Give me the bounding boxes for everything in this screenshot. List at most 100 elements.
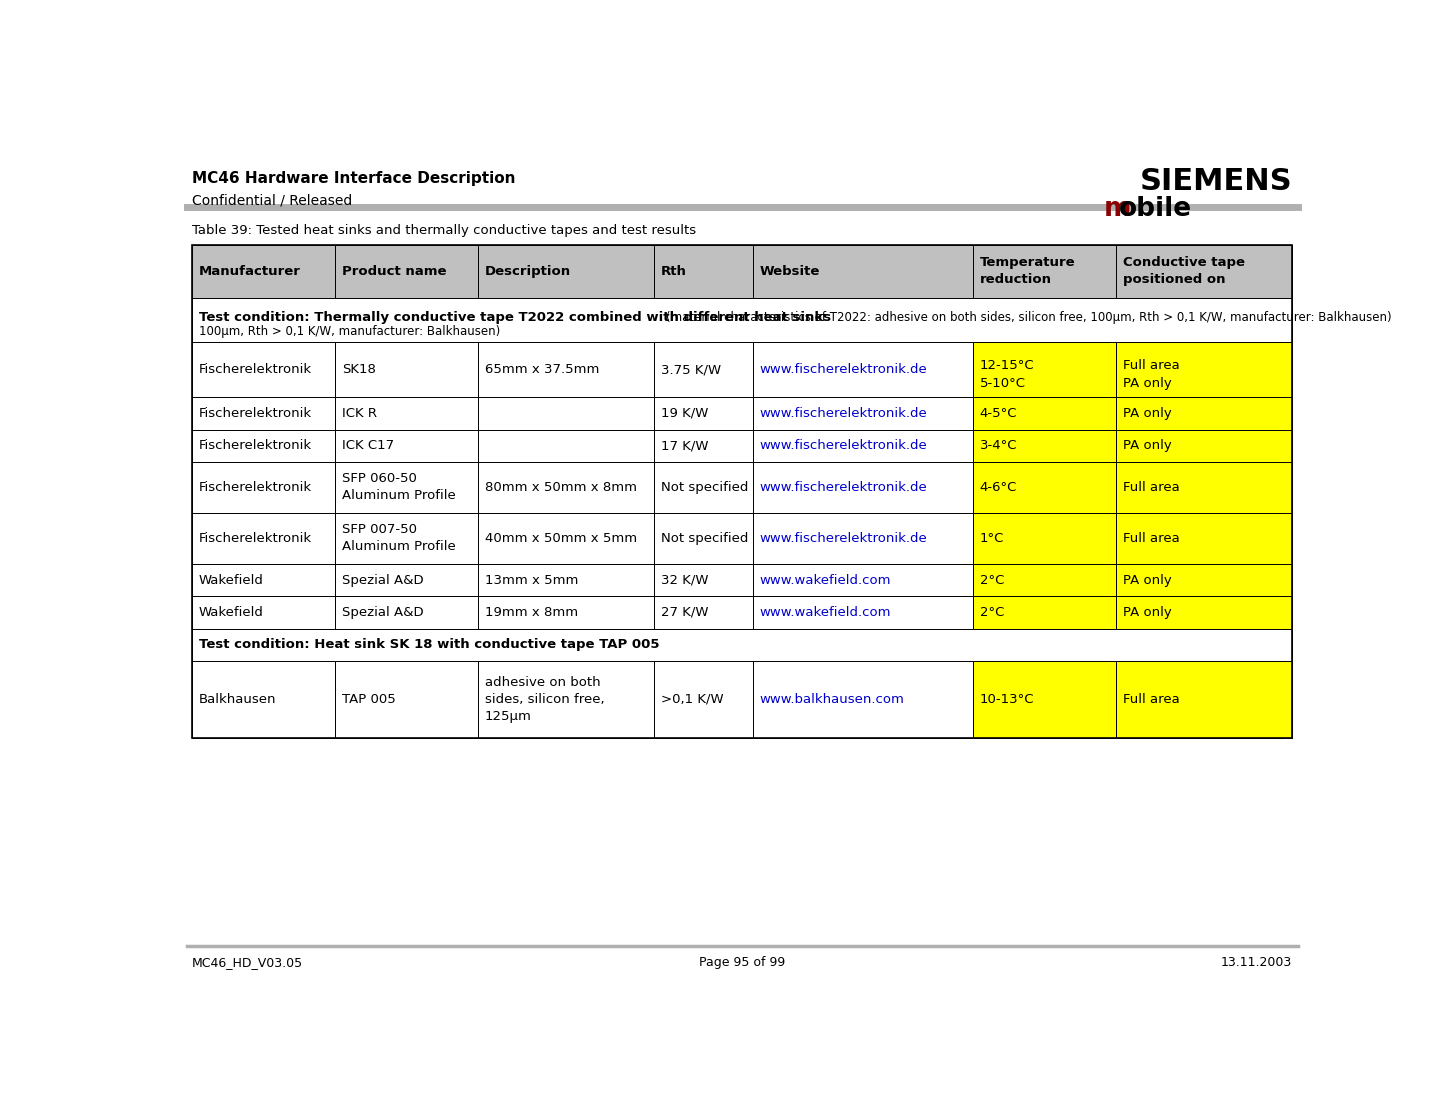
FancyBboxPatch shape	[753, 661, 973, 737]
FancyBboxPatch shape	[753, 564, 973, 597]
Text: Confidential / Released: Confidential / Released	[193, 193, 352, 207]
FancyBboxPatch shape	[334, 245, 478, 297]
Text: obile: obile	[1119, 197, 1192, 222]
FancyBboxPatch shape	[334, 597, 478, 629]
Text: Test condition: Thermally conductive tape T2022 combined with different heat sin: Test condition: Thermally conductive tap…	[198, 311, 831, 324]
FancyBboxPatch shape	[1116, 564, 1292, 597]
Text: Wakefield: Wakefield	[198, 606, 264, 619]
Text: adhesive on both
sides, silicon free,
125μm: adhesive on both sides, silicon free, 12…	[485, 676, 604, 723]
FancyBboxPatch shape	[478, 513, 654, 564]
Text: 4-6°C: 4-6°C	[980, 481, 1016, 494]
Text: Fischerelektronik: Fischerelektronik	[198, 364, 313, 376]
FancyBboxPatch shape	[1116, 661, 1292, 737]
FancyBboxPatch shape	[478, 597, 654, 629]
Text: MC46 Hardware Interface Description: MC46 Hardware Interface Description	[193, 171, 515, 186]
FancyBboxPatch shape	[753, 430, 973, 462]
FancyBboxPatch shape	[654, 245, 753, 297]
Text: Balkhausen: Balkhausen	[198, 693, 277, 706]
FancyBboxPatch shape	[654, 661, 753, 737]
FancyBboxPatch shape	[193, 564, 334, 597]
FancyBboxPatch shape	[334, 430, 478, 462]
FancyBboxPatch shape	[1116, 430, 1292, 462]
FancyBboxPatch shape	[334, 462, 478, 513]
Text: 3-4°C: 3-4°C	[980, 439, 1018, 452]
Text: 100μm, Rth > 0,1 K/W, manufacturer: Balkhausen): 100μm, Rth > 0,1 K/W, manufacturer: Balk…	[198, 325, 500, 338]
FancyBboxPatch shape	[973, 597, 1116, 629]
Text: 1°C: 1°C	[980, 532, 1003, 545]
Text: www.fischerelektronik.de: www.fischerelektronik.de	[760, 407, 928, 420]
Text: www.fischerelektronik.de: www.fischerelektronik.de	[760, 481, 928, 494]
FancyBboxPatch shape	[193, 430, 334, 462]
Text: (material characteristics of T2022: adhesive on both sides, silicon free, 100μm,: (material characteristics of T2022: adhe…	[666, 311, 1392, 324]
FancyBboxPatch shape	[1116, 513, 1292, 564]
FancyBboxPatch shape	[654, 430, 753, 462]
FancyBboxPatch shape	[973, 661, 1116, 737]
FancyBboxPatch shape	[193, 597, 334, 629]
FancyBboxPatch shape	[334, 397, 478, 430]
Text: www.fischerelektronik.de: www.fischerelektronik.de	[760, 532, 928, 545]
FancyBboxPatch shape	[193, 397, 334, 430]
Text: www.balkhausen.com: www.balkhausen.com	[760, 693, 905, 706]
Text: Manufacturer: Manufacturer	[198, 265, 301, 277]
Text: TAP 005: TAP 005	[342, 693, 395, 706]
Text: m: m	[1103, 197, 1131, 222]
Text: www.wakefield.com: www.wakefield.com	[760, 606, 892, 619]
FancyBboxPatch shape	[478, 430, 654, 462]
Text: >0,1 K/W: >0,1 K/W	[660, 693, 724, 706]
Text: PA only: PA only	[1122, 407, 1171, 420]
Text: Not specified: Not specified	[660, 532, 749, 545]
Text: MC46_HD_V03.05: MC46_HD_V03.05	[193, 956, 303, 969]
FancyBboxPatch shape	[973, 462, 1116, 513]
Text: PA only: PA only	[1122, 573, 1171, 587]
FancyBboxPatch shape	[654, 597, 753, 629]
Text: Table 39: Tested heat sinks and thermally conductive tapes and test results: Table 39: Tested heat sinks and thermall…	[193, 223, 696, 236]
Text: 19mm x 8mm: 19mm x 8mm	[485, 606, 578, 619]
Text: 5-10°C: 5-10°C	[980, 377, 1025, 390]
Text: 17 K/W: 17 K/W	[660, 439, 708, 452]
Text: PA only: PA only	[1122, 606, 1171, 619]
Text: Rth: Rth	[660, 265, 686, 277]
Text: SK18: SK18	[342, 364, 376, 376]
Text: 80mm x 50mm x 8mm: 80mm x 50mm x 8mm	[485, 481, 637, 494]
Text: Full area: Full area	[1122, 693, 1180, 706]
Text: www.fischerelektronik.de: www.fischerelektronik.de	[760, 439, 928, 452]
Text: SFP 007-50
Aluminum Profile: SFP 007-50 Aluminum Profile	[342, 524, 456, 554]
FancyBboxPatch shape	[334, 661, 478, 737]
Text: 13mm x 5mm: 13mm x 5mm	[485, 573, 578, 587]
Text: Conductive tape
positioned on: Conductive tape positioned on	[1122, 256, 1245, 286]
FancyBboxPatch shape	[973, 245, 1116, 297]
Text: Fischerelektronik: Fischerelektronik	[198, 532, 313, 545]
FancyBboxPatch shape	[193, 629, 1292, 661]
FancyBboxPatch shape	[193, 245, 334, 297]
FancyBboxPatch shape	[478, 341, 654, 397]
FancyBboxPatch shape	[654, 462, 753, 513]
FancyBboxPatch shape	[1116, 245, 1292, 297]
FancyBboxPatch shape	[753, 397, 973, 430]
FancyBboxPatch shape	[478, 397, 654, 430]
Text: Page 95 of 99: Page 95 of 99	[699, 956, 785, 969]
FancyBboxPatch shape	[1116, 397, 1292, 430]
Text: Fischerelektronik: Fischerelektronik	[198, 439, 313, 452]
Text: 40mm x 50mm x 5mm: 40mm x 50mm x 5mm	[485, 532, 637, 545]
FancyBboxPatch shape	[973, 513, 1116, 564]
Text: 4-5°C: 4-5°C	[980, 407, 1018, 420]
FancyBboxPatch shape	[478, 661, 654, 737]
FancyBboxPatch shape	[193, 661, 334, 737]
Text: Full area: Full area	[1122, 532, 1180, 545]
Text: 32 K/W: 32 K/W	[660, 573, 708, 587]
Text: PA only: PA only	[1122, 439, 1171, 452]
FancyBboxPatch shape	[973, 430, 1116, 462]
Text: ICK C17: ICK C17	[342, 439, 394, 452]
FancyBboxPatch shape	[193, 297, 1292, 341]
Text: 2°C: 2°C	[980, 606, 1003, 619]
FancyBboxPatch shape	[478, 245, 654, 297]
Text: SIEMENS: SIEMENS	[1140, 167, 1292, 196]
FancyBboxPatch shape	[193, 462, 334, 513]
Text: Website: Website	[760, 265, 820, 277]
Text: Temperature
reduction: Temperature reduction	[980, 256, 1076, 286]
FancyBboxPatch shape	[753, 462, 973, 513]
FancyBboxPatch shape	[654, 564, 753, 597]
Text: 65mm x 37.5mm: 65mm x 37.5mm	[485, 364, 599, 376]
Text: www.wakefield.com: www.wakefield.com	[760, 573, 892, 587]
FancyBboxPatch shape	[1116, 462, 1292, 513]
